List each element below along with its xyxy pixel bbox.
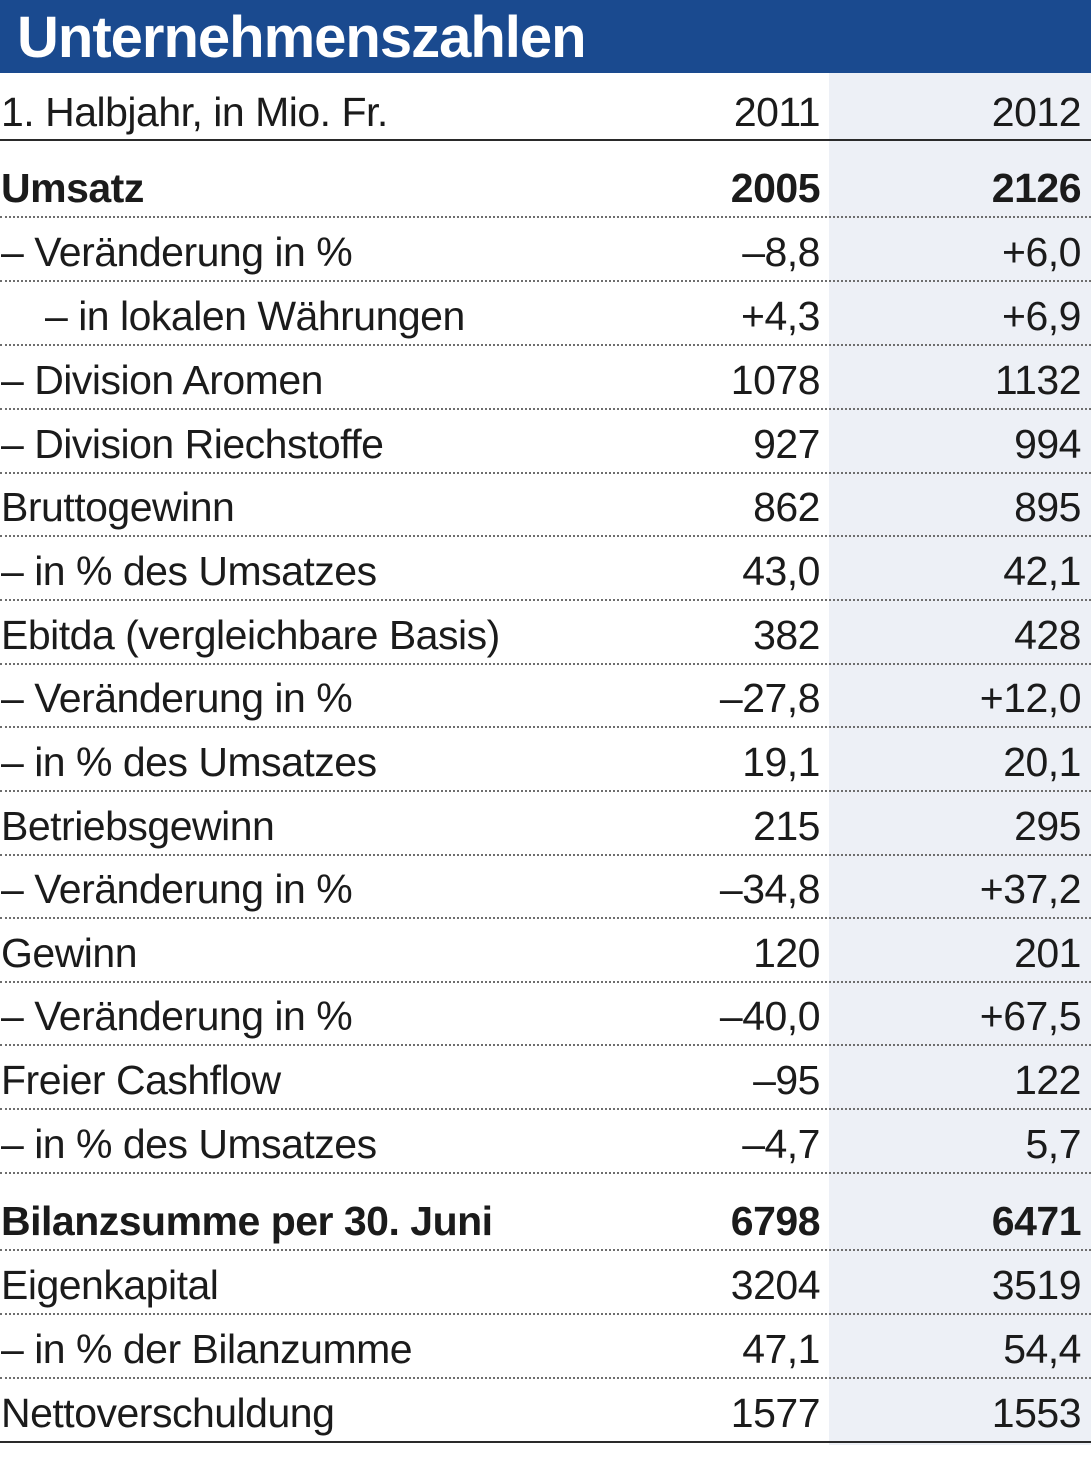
table-row: Betriebsgewinn 215 295 (0, 792, 1091, 856)
shaded-column-2012 (829, 73, 1091, 1445)
table-row: – Veränderung in % –27,8 +12,0 (0, 665, 1091, 728)
value-2011: –95 (753, 1057, 820, 1103)
table-row: Bruttogewinn 862 895 (0, 474, 1091, 537)
header-2012: 2012 (991, 89, 1082, 135)
row-label: – in % des Umsatzes (1, 1121, 377, 1167)
value-2011: 19,1 (742, 739, 820, 785)
value-2011: 215 (753, 803, 820, 849)
row-label: Ebitda (vergleichbare Basis) (1, 612, 500, 658)
row-label: Bilanzsumme per 30. Juni (1, 1198, 493, 1244)
value-2011: 862 (753, 484, 820, 530)
value-2011: 1078 (730, 357, 821, 403)
value-2011: –8,8 (742, 229, 820, 275)
value-2011: +4,3 (741, 293, 820, 339)
value-2012: 895 (1014, 484, 1081, 530)
value-2011: 1577 (730, 1390, 821, 1436)
value-2012: 5,7 (1025, 1121, 1082, 1167)
table-row: – in lokalen Währungen +4,3 +6,9 (0, 282, 1091, 346)
value-2011: 3204 (730, 1262, 821, 1308)
row-label: – in % der Bilanzumme (1, 1326, 413, 1372)
table-row: – in % des Umsatzes 43,0 42,1 (0, 537, 1091, 601)
row-label: – Veränderung in % (1, 229, 353, 275)
value-2012: 122 (1014, 1057, 1081, 1103)
row-label: Freier Cashflow (1, 1057, 281, 1103)
value-2012: +6,0 (1002, 229, 1081, 275)
table-row: Nettoverschuldung 1577 1553 (0, 1379, 1091, 1443)
value-2012: +6,9 (1002, 293, 1081, 339)
title-bar: Unternehmenszahlen (0, 0, 1091, 73)
value-2012: 428 (1014, 612, 1081, 658)
row-label: Bruttogewinn (1, 484, 235, 530)
value-2011: –4,7 (742, 1121, 820, 1167)
value-2012: 2126 (991, 165, 1082, 211)
table-row: – Division Riechstoffe 927 994 (0, 410, 1091, 474)
header-2011: 2011 (733, 89, 821, 135)
value-2012: +37,2 (979, 866, 1082, 912)
value-2012: 1553 (991, 1390, 1082, 1436)
value-2011: 6798 (730, 1198, 821, 1244)
value-2011: 927 (753, 421, 820, 467)
row-label: – in % des Umsatzes (1, 739, 377, 785)
value-2012: 295 (1014, 803, 1081, 849)
table-row: Freier Cashflow –95 122 (0, 1046, 1091, 1110)
table-row: – in % der Bilanzumme 47,1 54,4 (0, 1315, 1091, 1379)
value-2011: 382 (753, 612, 820, 658)
header-label: 1. Halbjahr, in Mio. Fr. (1, 89, 388, 135)
value-2011: –27,8 (719, 675, 821, 721)
table-title: Unternehmenszahlen (17, 5, 587, 70)
row-label: – Veränderung in % (1, 993, 353, 1039)
row-label: Nettoverschuldung (1, 1390, 335, 1436)
row-label: – Veränderung in % (1, 866, 353, 912)
value-2012: 42,1 (1003, 548, 1081, 594)
table-row: – Veränderung in % –8,8 +6,0 (0, 218, 1091, 282)
row-label: – Veränderung in % (1, 675, 353, 721)
row-label: – Division Riechstoffe (1, 421, 384, 467)
value-2012: 3519 (991, 1262, 1082, 1308)
value-2011: –34,8 (719, 866, 821, 912)
value-2011: 47,1 (742, 1326, 820, 1372)
value-2012: 201 (1014, 930, 1081, 976)
table-row: Ebitda (vergleichbare Basis) 382 428 (0, 601, 1091, 665)
table-row: – in % des Umsatzes –4,7 5,7 (0, 1110, 1091, 1174)
value-2012: 54,4 (1003, 1326, 1081, 1372)
value-2011: –40,0 (719, 993, 821, 1039)
value-2012: 20,1 (1003, 739, 1081, 785)
value-2011: 43,0 (742, 548, 820, 594)
row-label: – Division Aromen (1, 357, 323, 403)
row-label: Gewinn (1, 930, 138, 976)
row-label: – in % des Umsatzes (1, 548, 377, 594)
table-row: Bilanzsumme per 30. Juni 6798 6471 (0, 1174, 1091, 1251)
value-2011: 120 (753, 930, 820, 976)
row-label: Umsatz (1, 165, 144, 211)
table-row: – in % des Umsatzes 19,1 20,1 (0, 728, 1091, 792)
value-2012: +12,0 (979, 675, 1082, 721)
value-2011: 2005 (730, 165, 821, 211)
value-2012: 994 (1014, 421, 1081, 467)
table-row: – Veränderung in % –34,8 +37,2 (0, 856, 1091, 919)
value-2012: 6471 (991, 1198, 1082, 1244)
value-2012: +67,5 (979, 993, 1082, 1039)
table-row: – Veränderung in % –40,0 +67,5 (0, 983, 1091, 1046)
row-label: Eigenkapital (1, 1262, 219, 1308)
table-row: Gewinn 120 201 (0, 919, 1091, 983)
value-2012: 1132 (994, 357, 1082, 403)
table-row: – Division Aromen 1078 1132 (0, 346, 1091, 410)
row-label: Betriebsgewinn (1, 803, 275, 849)
table-row: Umsatz 2005 2126 (0, 141, 1091, 218)
table-row: Eigenkapital 3204 3519 (0, 1251, 1091, 1315)
header-row: 1. Halbjahr, in Mio. Fr. 2011 2012 (0, 73, 1091, 141)
row-label: – in lokalen Währungen (45, 293, 465, 339)
